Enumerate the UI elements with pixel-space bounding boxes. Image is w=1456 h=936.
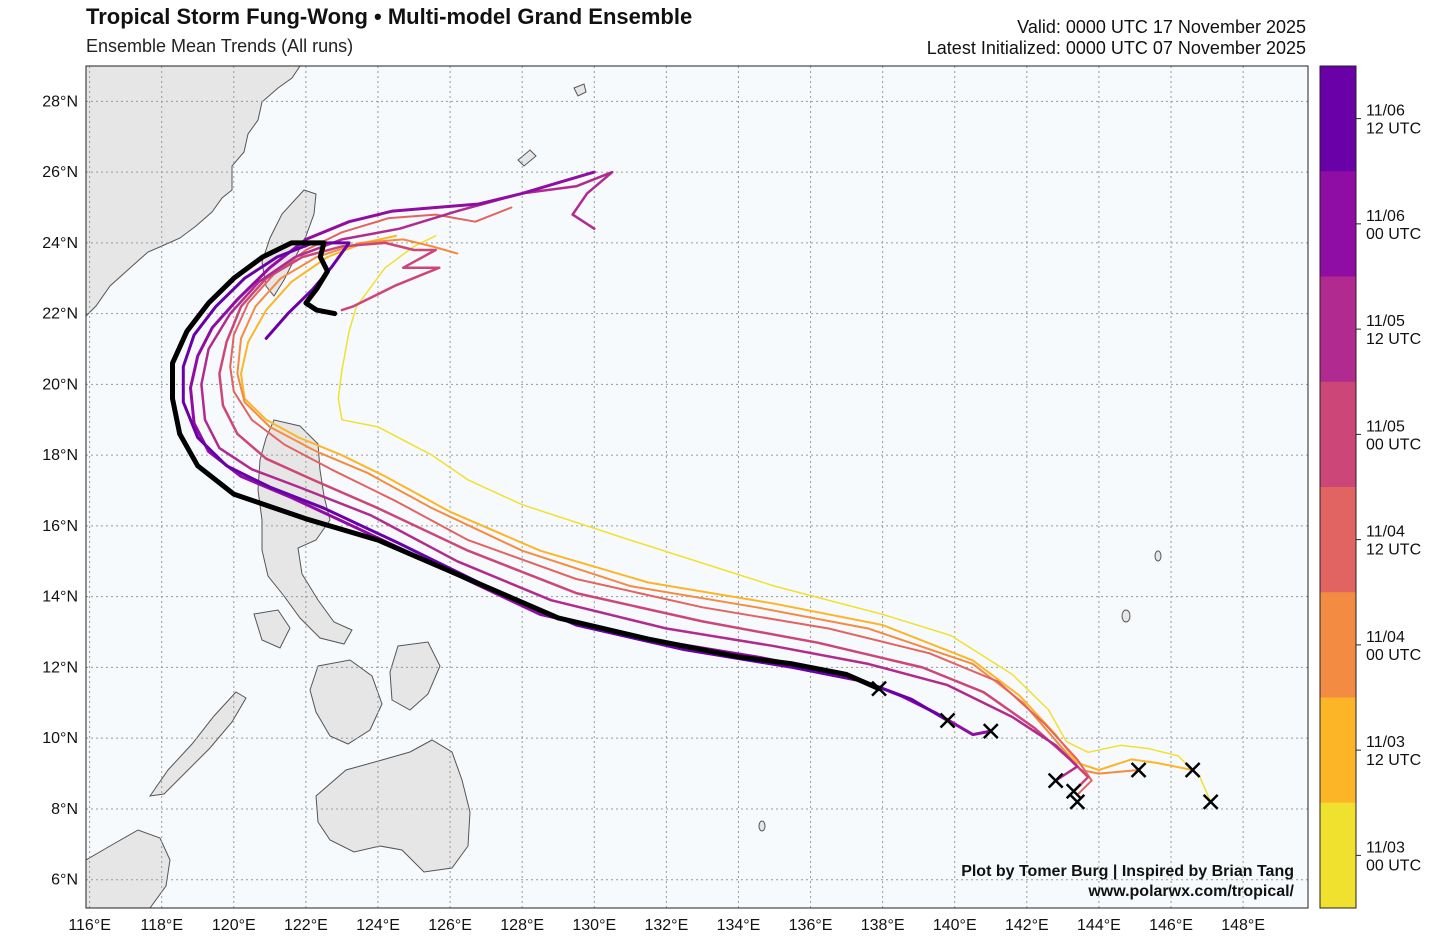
longitude-labels: 116°E 118°E 120°E 122°E 124°E 126°E 128°E 130°E… [68, 917, 1265, 934]
valid-time: Valid: 0000 UTC 17 November 2025 [1017, 17, 1306, 37]
land-samar [389, 641, 441, 711]
track-line [181, 241, 949, 722]
colorbar-time: 12 UTC [1366, 121, 1421, 138]
lat-label: 10°N [42, 730, 78, 747]
land-mindoro [253, 609, 291, 649]
colorbar-segment [1320, 276, 1356, 383]
colorbar-date: 11/03 [1366, 734, 1405, 751]
land-borneo [86, 829, 171, 908]
lon-label: 120°E [212, 917, 256, 934]
land-china [86, 66, 301, 317]
track-line [240, 234, 1194, 771]
lat-label: 24°N [42, 235, 78, 252]
colorbar-segment [1320, 66, 1356, 172]
track-line [218, 241, 1090, 793]
lon-label: 124°E [356, 917, 400, 934]
land-palawan [148, 691, 247, 797]
colorbar-date: 11/04 [1366, 629, 1405, 646]
lon-label: 126°E [428, 917, 472, 934]
track-line [170, 240, 882, 692]
lat-label: 14°N [42, 589, 78, 606]
colorbar-date: 11/06 [1366, 208, 1405, 225]
land-okinawa-small [573, 83, 587, 97]
colorbar-date: 11/04 [1366, 524, 1405, 541]
lon-label: 136°E [789, 917, 833, 934]
lon-label: 122°E [284, 917, 328, 934]
colorbar-segment [1320, 487, 1356, 593]
lat-label: 8°N [51, 801, 78, 818]
track-start-marker [1202, 793, 1219, 810]
endpoint-layer [871, 680, 1219, 810]
colorbar-date: 11/05 [1366, 418, 1405, 435]
page-title: Tropical Storm Fung-Wong • Multi-model G… [86, 4, 693, 29]
lat-label: 6°N [51, 872, 78, 889]
colorbar-segment [1320, 592, 1356, 698]
track-start-marker [1184, 762, 1201, 778]
colorbar-frame [1319, 65, 1357, 909]
colorbar-segment [1320, 171, 1356, 277]
colorbar-segment [1320, 697, 1356, 804]
track-start-marker [1069, 793, 1086, 810]
track-start-marker [1065, 783, 1082, 800]
colorbar-time: 00 UTC [1366, 436, 1421, 453]
lon-label: 138°E [861, 917, 905, 934]
land-palau [758, 820, 766, 832]
lat-label: 12°N [42, 659, 78, 676]
track-start-marker [939, 712, 956, 729]
colorbar-time: 12 UTC [1366, 542, 1421, 559]
latitude-labels: 6°N 8°N 10°N 12°N 14°N 16°N 18°N 20°N 22°N 24°N 26… [42, 93, 78, 888]
lon-label: 144°E [1077, 917, 1121, 934]
lon-label: 146°E [1149, 917, 1193, 934]
colorbar-time: 12 UTC [1366, 331, 1421, 348]
track-line [200, 170, 1079, 782]
credit-line-2: www.polarwx.com/tropical/ [1087, 883, 1294, 900]
land-visayas [309, 659, 383, 745]
lon-label: 140°E [933, 917, 977, 934]
lon-label: 128°E [500, 917, 544, 934]
lon-label: 142°E [1005, 917, 1049, 934]
track-start-marker [1130, 762, 1147, 778]
lon-label: 148°E [1221, 917, 1265, 934]
lon-label: 132°E [644, 917, 688, 934]
land-mariana-1 [1121, 609, 1131, 623]
colorbar-segment [1320, 381, 1356, 488]
colorbar-time: 00 UTC [1366, 647, 1421, 664]
track-start-marker [982, 723, 999, 739]
colorbar-date: 11/05 [1366, 313, 1405, 330]
lon-label: 116°E [68, 917, 111, 934]
colorbar-date: 11/06 [1366, 103, 1405, 120]
colorbar-date: 11/03 [1366, 839, 1405, 856]
land-mariana-2 [1154, 550, 1162, 562]
lat-label: 22°N [42, 306, 78, 323]
land-mindanao [315, 739, 471, 873]
track-start-marker [871, 680, 887, 697]
track-layer [170, 170, 1212, 803]
initialized-time: Latest Initialized: 0000 UTC 07 November… [926, 38, 1306, 58]
lon-label: 134°E [717, 917, 761, 934]
plot-frame [85, 65, 1309, 909]
lat-label: 20°N [42, 376, 78, 393]
lat-label: 18°N [42, 447, 78, 464]
lat-label: 16°N [42, 518, 78, 535]
lat-label: 26°N [42, 164, 78, 181]
graticule [86, 66, 1308, 908]
colorbar-time: 12 UTC [1366, 752, 1421, 769]
colorbar-time: 00 UTC [1366, 226, 1421, 243]
lon-label: 118°E [140, 917, 183, 934]
track-start-marker [1047, 772, 1064, 789]
lat-label: 28°N [42, 93, 78, 110]
credit-line-1: Plot by Tomer Burg | Inspired by Brian T… [961, 863, 1294, 880]
track-line [337, 235, 1212, 803]
track-line [229, 206, 1093, 796]
colorbar-time: 00 UTC [1366, 857, 1421, 874]
page-subtitle: Ensemble Mean Trends (All runs) [86, 36, 354, 56]
lon-label: 130°E [572, 917, 616, 934]
colorbar-segment [1320, 802, 1356, 909]
land-luzon [257, 419, 353, 645]
